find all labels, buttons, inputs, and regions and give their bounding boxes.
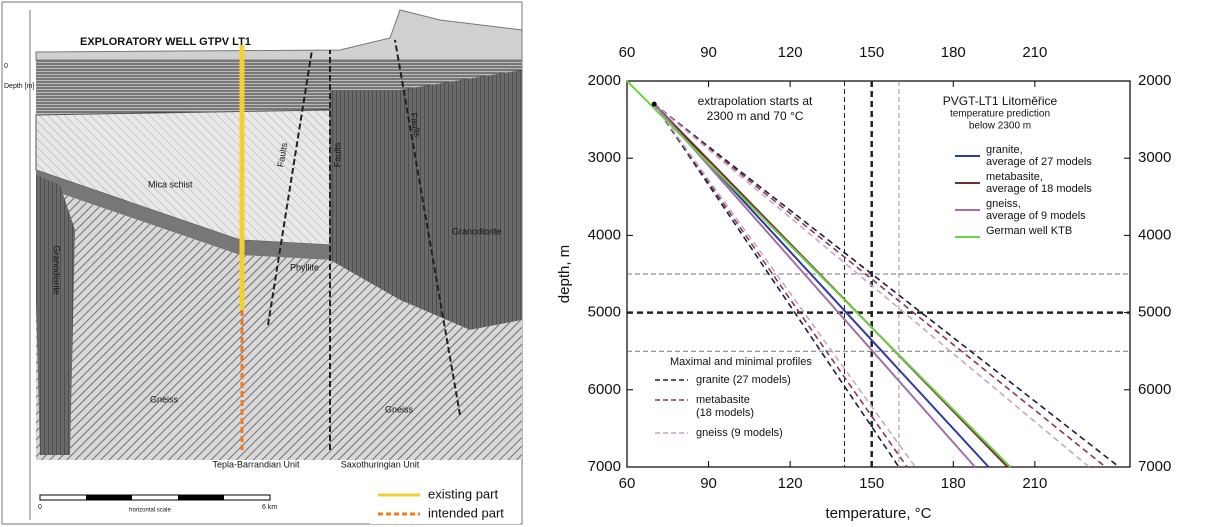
legend-label: metabasite, (986, 171, 1043, 183)
y-tick-label: 6000 (588, 381, 621, 398)
legend-label: average of 9 models (986, 210, 1086, 222)
legend-title: PVGT-LT1 Litoměřice (943, 94, 1058, 108)
legend-label: metabasite (696, 394, 750, 406)
x-tick-label-top: 60 (619, 44, 636, 61)
x-tick-label-top: 150 (859, 44, 884, 61)
domain-label: Tepla-Barrandian Unit (212, 459, 300, 469)
annotation: 2300 m and 70 °C (707, 109, 804, 123)
legend-label: granite, (986, 144, 1023, 156)
depth-zero: 0 (4, 63, 8, 70)
y-tick-label: 2000 (588, 72, 621, 89)
legend-label: average of 27 models (986, 156, 1092, 168)
y2-tick-label: 5000 (1138, 304, 1171, 321)
unit-label: Granodiorite (452, 226, 502, 236)
x-tick-label: 90 (700, 475, 717, 492)
legend-label: average of 18 models (986, 183, 1092, 195)
unit-label: Gneiss (150, 394, 179, 404)
scale-bar (40, 495, 270, 500)
y-tick-label: 7000 (588, 458, 621, 475)
diagram-title: EXPLORATORY WELL GTPV LT1 (80, 36, 251, 48)
annotation: extrapolation starts at (698, 94, 813, 108)
min-profile (654, 104, 915, 467)
min-profile (654, 104, 899, 467)
legend-label: intended part (428, 505, 504, 520)
cross-section: EXPLORATORY WELL GTPV LT1 0 Depth [m] Mi… (2, 2, 522, 524)
unit-label: Mica schist (148, 179, 193, 189)
legend-title: temperature prediction (950, 109, 1050, 120)
chart: 60 60 90 90 120 120 150 150 180 180 210 210 2000 3000… (556, 44, 1171, 522)
y-tick-label: 4000 (588, 226, 621, 243)
legend-label: granite (27 models) (696, 374, 791, 386)
x-tick-label: 60 (619, 475, 636, 492)
unit-label: Phyllite (290, 262, 319, 272)
x-tick-label: 180 (941, 475, 966, 492)
legend-label: gneiss (9 models) (696, 427, 783, 439)
scale-caption: horizontal scale (129, 508, 171, 514)
x-tick-label: 150 (859, 475, 884, 492)
y-tick-label: 5000 (588, 304, 621, 321)
legend-title: below 2300 m (969, 121, 1031, 132)
x-tick-label-top: 180 (941, 44, 966, 61)
y2-tick-label: 6000 (1138, 381, 1171, 398)
y2-tick-label: 4000 (1138, 226, 1171, 243)
granodiorite-left (36, 175, 75, 455)
y2-tick-label: 3000 (1138, 149, 1171, 166)
legend-label: existing part (428, 486, 498, 501)
legend-label: gneiss, (986, 198, 1021, 210)
scale-bar (178, 495, 224, 500)
x-axis-label: temperature, °C (825, 505, 931, 522)
start-point (652, 102, 657, 107)
legend-label: (18 models) (696, 407, 754, 419)
depth-label: Depth [m] (4, 83, 34, 90)
x-tick-label: 210 (1022, 475, 1047, 492)
y2-tick-label: 7000 (1138, 458, 1171, 475)
x-tick-label-top: 90 (700, 44, 717, 61)
cover-strata (36, 60, 522, 72)
x-tick-label-top: 120 (778, 44, 803, 61)
y-tick-label: 3000 (588, 149, 621, 166)
x-tick-label: 120 (778, 475, 803, 492)
x-tick-label-top: 210 (1022, 44, 1047, 61)
min-profile (654, 104, 907, 467)
legend-title: Maximal and minimal profiles (670, 356, 812, 368)
domain-label: Saxothuringian Unit (341, 459, 420, 469)
legend-label: German well KTB (986, 225, 1072, 237)
unit-label: Granodiorite (52, 245, 62, 295)
figure: EXPLORATORY WELL GTPV LT1 0 Depth [m] Mi… (0, 0, 1207, 527)
scale-label: 0 (38, 504, 42, 511)
scale-label: 6 km (262, 504, 277, 511)
y-axis-label: depth, m (556, 245, 573, 303)
scale-bar (86, 495, 132, 500)
unit-label: Gneiss (385, 404, 414, 414)
fault-label: Faults (332, 142, 342, 167)
y2-tick-label: 2000 (1138, 72, 1171, 89)
